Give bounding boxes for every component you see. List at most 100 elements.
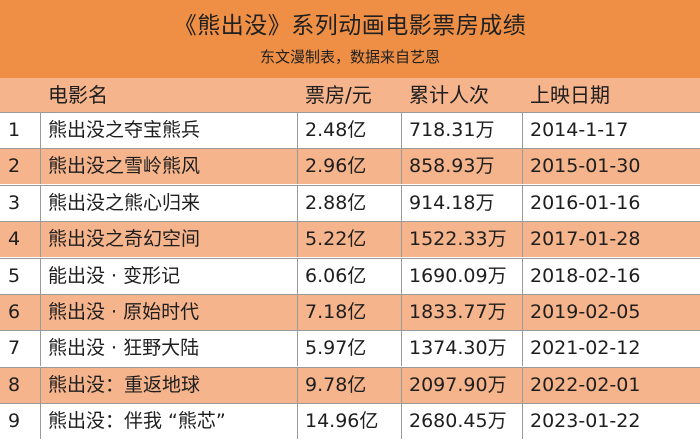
column-divider (40, 112, 41, 148)
release-date-cell: 2022-02-01 (530, 373, 641, 396)
box-office-cell: 9.78亿 (305, 373, 367, 396)
column-divider (522, 403, 523, 440)
admissions-cell: 858.93万 (409, 155, 495, 178)
column-divider (401, 403, 402, 440)
column-divider (297, 112, 298, 148)
table-row: 4 熊出没之奇幻空间 5.22亿 1522.33万 2017-01-28 (0, 221, 700, 258)
column-divider (297, 294, 298, 330)
column-divider (401, 184, 402, 221)
column-header-box-office: 票房/元 (305, 83, 372, 107)
column-divider (401, 112, 402, 148)
admissions-cell: 2097.90万 (409, 373, 507, 396)
chart-title: 《熊出没》系列动画电影票房成绩 (173, 13, 527, 39)
column-divider (401, 294, 402, 330)
column-divider (522, 294, 523, 330)
column-divider (40, 403, 41, 440)
column-divider (297, 221, 298, 258)
release-date-cell: 2021-02-12 (530, 337, 641, 360)
release-date-cell: 2023-01-22 (530, 410, 641, 433)
table-row: 6 熊出没 · 原始时代 7.18亿 1833.77万 2019-02-05 (0, 294, 700, 330)
column-divider (40, 294, 41, 330)
table-row: 5 能出没 · 变形记 6.06亿 1690.09万 2018-02-16 (0, 257, 700, 294)
column-divider (401, 330, 402, 367)
movie-name-cell: 熊出没 · 原始时代 (48, 301, 200, 323)
movie-name-cell: 熊出没之雪岭熊风 (48, 155, 201, 178)
column-header-release-date: 上映日期 (530, 83, 610, 107)
row-divider (0, 184, 700, 186)
admissions-cell: 718.31万 (409, 119, 495, 141)
column-divider (522, 366, 523, 403)
movie-name-cell: 熊出没之熊心归来 (48, 191, 201, 214)
row-divider (0, 148, 700, 150)
release-date-cell: 2019-02-05 (530, 301, 641, 323)
movie-name-cell: 熊出没 · 狂野大陆 (48, 337, 200, 360)
box-office-cell: 14.96亿 (305, 410, 379, 433)
column-divider (297, 184, 298, 221)
movie-name-cell: 熊出没之夺宝熊兵 (48, 119, 201, 141)
column-divider (40, 184, 41, 221)
table-row: 3 熊出没之熊心归来 2.88亿 914.18万 2016-01-16 (0, 184, 700, 221)
column-divider (401, 221, 402, 258)
row-number-cell: 9 (8, 410, 21, 433)
column-divider (40, 221, 41, 258)
row-divider (0, 257, 700, 259)
admissions-cell: 1833.77万 (409, 301, 507, 323)
row-divider (0, 221, 700, 223)
column-divider (40, 330, 41, 367)
row-number-cell: 5 (8, 264, 21, 287)
column-divider (297, 148, 298, 185)
release-date-cell: 2014-1-17 (530, 119, 629, 141)
release-date-cell: 2018-02-16 (530, 264, 641, 287)
column-divider (522, 148, 523, 185)
movie-name-cell: 熊出没：重返地球 (48, 373, 201, 396)
column-divider (40, 257, 41, 294)
column-divider (40, 366, 41, 403)
column-divider (40, 148, 41, 185)
column-divider (297, 257, 298, 294)
table-row: 2 熊出没之雪岭熊风 2.96亿 858.93万 2015-01-30 (0, 148, 700, 185)
row-number-cell: 6 (8, 301, 21, 323)
box-office-cell: 2.88亿 (305, 191, 367, 214)
row-divider (0, 330, 700, 332)
movie-name-cell: 熊出没之奇幻空间 (48, 228, 201, 251)
row-number-cell: 7 (8, 337, 21, 360)
table-row: 8 熊出没：重返地球 9.78亿 2097.90万 2022-02-01 (0, 366, 700, 403)
column-divider (401, 366, 402, 403)
row-number-cell: 4 (8, 228, 21, 251)
box-office-cell: 6.06亿 (305, 264, 367, 287)
movie-name-cell: 熊出没：伴我 “熊芯” (48, 410, 226, 433)
movie-name-cell: 能出没 · 变形记 (48, 264, 181, 287)
admissions-cell: 1522.33万 (409, 228, 507, 251)
column-divider (401, 257, 402, 294)
box-office-cell: 7.18亿 (305, 301, 367, 323)
table-row: 7 熊出没 · 狂野大陆 5.97亿 1374.30万 2021-02-12 (0, 330, 700, 367)
box-office-cell: 2.96亿 (305, 155, 367, 178)
column-divider (297, 330, 298, 367)
table-header-banner: 《熊出没》系列动画电影票房成绩 东文漫制表，数据来自艺恩 (0, 0, 700, 78)
column-divider (297, 403, 298, 440)
release-date-cell: 2016-01-16 (530, 191, 641, 214)
table-row: 9 熊出没：伴我 “熊芯” 14.96亿 2680.45万 2023-01-22 (0, 403, 700, 440)
column-header-name: 电影名 (48, 83, 108, 107)
row-number-cell: 1 (8, 119, 21, 141)
box-office-cell: 5.22亿 (305, 228, 367, 251)
row-number-cell: 8 (8, 373, 21, 396)
column-header-row: 电影名 票房/元 累计人次 上映日期 (0, 78, 700, 112)
column-divider (297, 366, 298, 403)
table-row: 1 熊出没之夺宝熊兵 2.48亿 718.31万 2014-1-17 (0, 112, 700, 148)
admissions-cell: 1690.09万 (409, 264, 507, 287)
box-office-cell: 2.48亿 (305, 119, 367, 141)
chart-subtitle: 东文漫制表，数据来自艺恩 (259, 48, 440, 66)
row-divider (0, 294, 700, 295)
column-divider (522, 112, 523, 148)
release-date-cell: 2017-01-28 (530, 228, 641, 251)
admissions-cell: 914.18万 (409, 191, 495, 214)
admissions-cell: 1374.30万 (409, 337, 507, 360)
row-divider (0, 366, 700, 368)
column-divider (401, 148, 402, 185)
column-divider (522, 221, 523, 258)
row-divider (0, 403, 700, 405)
column-divider (522, 330, 523, 367)
column-header-admissions: 累计人次 (409, 83, 489, 107)
row-number-cell: 2 (8, 155, 21, 178)
